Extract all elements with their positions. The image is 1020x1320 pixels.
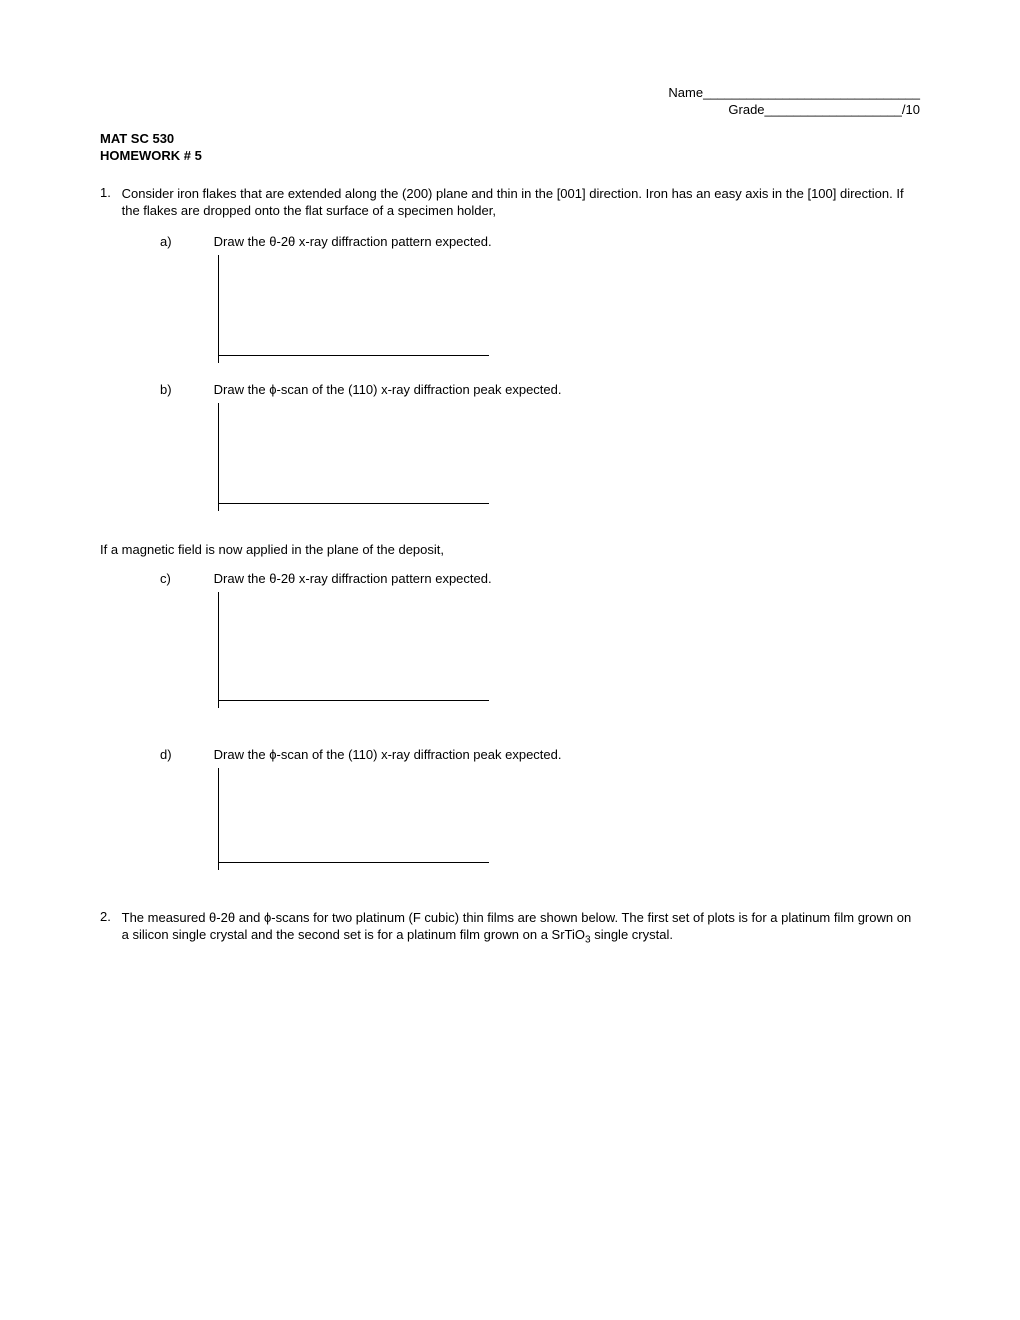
q1d-graph-axes bbox=[218, 768, 489, 863]
q1-interlude: If a magnetic field is now applied in th… bbox=[100, 542, 920, 557]
q1-text: Consider iron flakes that are extended a… bbox=[122, 185, 912, 220]
q1b-graph-axes bbox=[218, 403, 489, 504]
name-label: Name______________________________ bbox=[668, 85, 920, 100]
course-header: MAT SC 530 HOMEWORK # 5 bbox=[100, 131, 920, 165]
q1b-text: Draw the ϕ-scan of the (110) x-ray diffr… bbox=[214, 382, 562, 397]
q1-part-d: d) Draw the ϕ-scan of the (110) x-ray di… bbox=[160, 747, 920, 762]
q2-text-part1: The measured θ-2θ and ϕ-scans for two pl… bbox=[122, 910, 912, 943]
q1-part-c: c) Draw the θ-2θ x-ray diffraction patte… bbox=[160, 571, 920, 586]
course-code: MAT SC 530 bbox=[100, 131, 920, 148]
q1c-graph-axes bbox=[218, 592, 489, 701]
q1d-label: d) bbox=[160, 747, 210, 762]
grade-total: /10 bbox=[902, 102, 920, 117]
homework-number: HOMEWORK # 5 bbox=[100, 148, 920, 165]
q1c-label: c) bbox=[160, 571, 210, 586]
question-2: 2. The measured θ-2θ and ϕ-scans for two… bbox=[100, 909, 920, 948]
grade-blank: ___________________ bbox=[765, 102, 902, 117]
q2-text-part2: single crystal. bbox=[591, 927, 673, 942]
q1a-label: a) bbox=[160, 234, 210, 249]
q1a-text: Draw the θ-2θ x-ray diffraction pattern … bbox=[214, 234, 492, 249]
header-grade-row: Grade___________________/10 bbox=[100, 102, 920, 117]
q1-part-a: a) Draw the θ-2θ x-ray diffraction patte… bbox=[160, 234, 920, 249]
grade-label: Grade___________________/10 bbox=[728, 102, 920, 117]
page: Name______________________________ Grade… bbox=[0, 0, 1020, 1320]
q1-part-b: b) Draw the ϕ-scan of the (110) x-ray di… bbox=[160, 382, 920, 397]
q1d-text: Draw the ϕ-scan of the (110) x-ray diffr… bbox=[214, 747, 562, 762]
q2-text: The measured θ-2θ and ϕ-scans for two pl… bbox=[122, 909, 912, 948]
header-name-row: Name______________________________ bbox=[100, 85, 920, 100]
q1a-graph-axes bbox=[218, 255, 489, 356]
q1-number: 1. bbox=[100, 185, 118, 200]
q1c-text: Draw the θ-2θ x-ray diffraction pattern … bbox=[214, 571, 492, 586]
name-label-text: Name bbox=[668, 85, 703, 100]
q1b-label: b) bbox=[160, 382, 210, 397]
grade-label-text: Grade bbox=[728, 102, 764, 117]
question-1: 1. Consider iron flakes that are extende… bbox=[100, 185, 920, 220]
q2-number: 2. bbox=[100, 909, 118, 924]
name-blank: ______________________________ bbox=[703, 85, 920, 100]
